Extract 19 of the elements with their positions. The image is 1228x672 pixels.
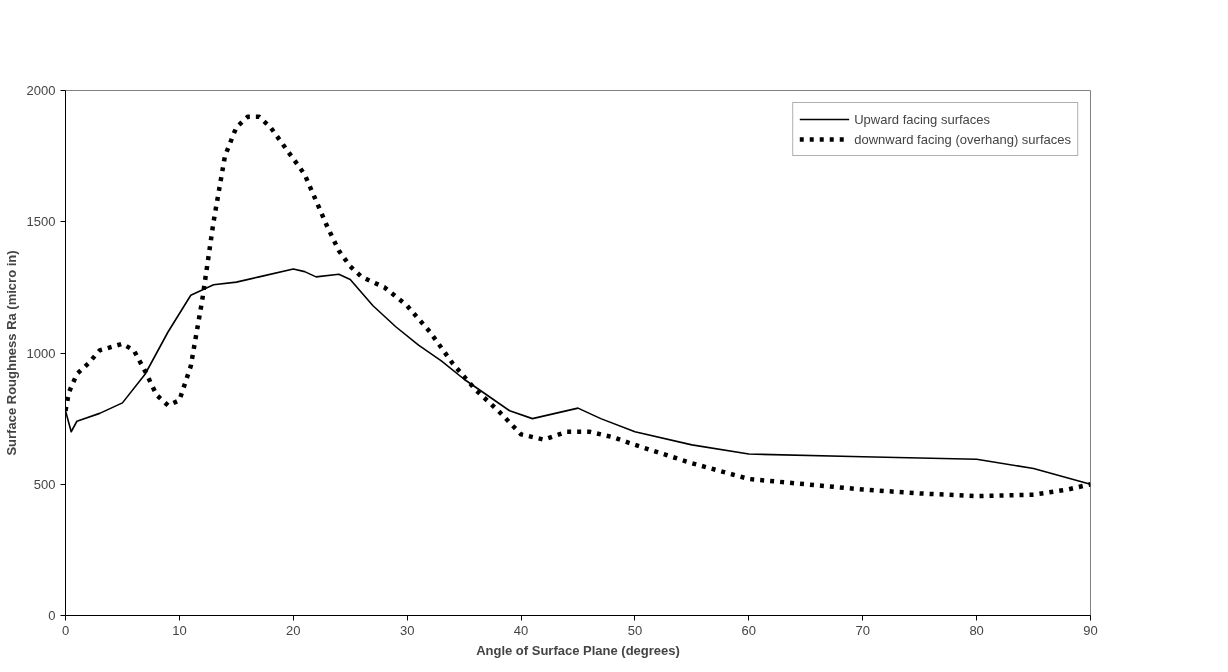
x-tick-label: 50 bbox=[627, 622, 643, 638]
x-axis-title: Angle of Surface Plane (degrees) bbox=[476, 642, 680, 658]
x-tick-label: 30 bbox=[399, 622, 415, 638]
x-tick-label: 40 bbox=[513, 622, 529, 638]
x-tick-label: 80 bbox=[969, 622, 984, 638]
x-tick-label: 20 bbox=[286, 622, 301, 638]
y-tick-label: 1000 bbox=[26, 345, 56, 361]
x-tick-label: 90 bbox=[1083, 622, 1098, 638]
x-tick-label: 0 bbox=[61, 622, 70, 638]
y-tick-label: 2000 bbox=[26, 83, 56, 98]
y-tick-label: 1500 bbox=[26, 214, 56, 230]
y-tick-label: 0 bbox=[48, 608, 56, 623]
x-tick-label: 10 bbox=[172, 622, 187, 638]
y-axis-title: Surface Roughness Ra (micro in) bbox=[3, 250, 19, 456]
y-tick-label: 500 bbox=[33, 476, 56, 492]
x-tick-label: 70 bbox=[855, 622, 870, 638]
legend-label: downward facing (overhang) surfaces bbox=[854, 131, 1071, 147]
legend-label: Upward facing surfaces bbox=[854, 111, 991, 127]
x-tick-label: 60 bbox=[741, 622, 757, 638]
